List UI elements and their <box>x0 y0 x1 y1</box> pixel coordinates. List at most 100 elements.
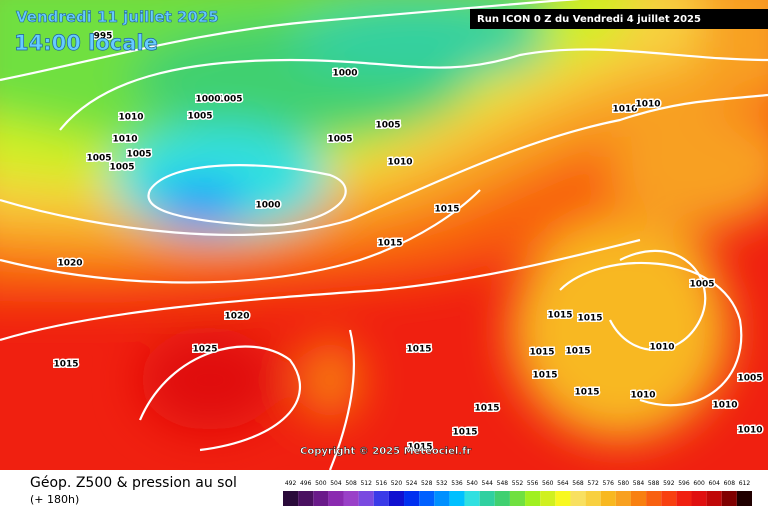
scale-label: 532 <box>436 480 448 487</box>
scale-swatch <box>434 491 450 506</box>
isobar-label: 1005 <box>187 112 212 122</box>
isobar-label: 1005 <box>86 154 111 164</box>
run: Run ICON 0 Z du Vendredi 4 juillet 2025 <box>477 14 701 25</box>
isobar-label: 1015 <box>434 205 459 215</box>
scale-label: 500 <box>315 480 327 487</box>
scale-label: 516 <box>376 480 388 487</box>
scale-swatch <box>298 491 314 506</box>
isobar-label: 995 <box>94 32 113 42</box>
isobar-label: 1015 <box>452 428 477 438</box>
isobar-label: 1000 <box>255 201 280 211</box>
scale-swatch <box>691 491 707 506</box>
scale-label: 492 <box>285 480 297 487</box>
scale-label: 524 <box>406 480 418 487</box>
scale-label: 536 <box>451 480 463 487</box>
isobar-label: 1005 <box>737 374 762 384</box>
scale-swatch <box>283 491 299 506</box>
scale-swatch <box>736 491 752 506</box>
scale-label: 496 <box>300 480 312 487</box>
isobar-label: 1015 <box>565 347 590 357</box>
scale-swatch <box>540 491 556 506</box>
scale-swatch <box>313 491 329 506</box>
isobar-label: 1015 <box>529 348 554 358</box>
scale-label: 600 <box>693 480 705 487</box>
scale-label: 584 <box>633 480 645 487</box>
isobar-label: 1015 <box>547 311 572 321</box>
scale-swatch <box>661 491 677 506</box>
scale-label: 576 <box>603 480 615 487</box>
copyright: Copyright © 2025 Meteociel.fr <box>300 446 471 457</box>
scale-label: 508 <box>345 480 357 487</box>
isobar-label: 1010 <box>387 158 412 168</box>
lead-time: (+ 180h) <box>30 493 79 506</box>
isobar-label: 1015 <box>407 443 432 453</box>
isobar-label: 1010 <box>712 401 737 411</box>
scale-label: 560 <box>542 480 554 487</box>
scale-label: 572 <box>587 480 599 487</box>
isobar-label: 1015 <box>406 345 431 355</box>
scale-label: 608 <box>724 480 736 487</box>
scale-label: 604 <box>708 480 720 487</box>
scale-swatch <box>388 491 405 506</box>
scale-swatch <box>600 491 616 506</box>
scale-swatch <box>404 491 420 506</box>
scale-label: 520 <box>391 480 403 487</box>
scale-label: 504 <box>330 480 342 487</box>
scale-swatch <box>494 491 510 506</box>
scale-swatch <box>525 491 541 506</box>
isobar-label: 1020 <box>224 312 249 322</box>
scale-swatch <box>721 491 737 506</box>
isobar-label: 1010 <box>630 391 655 401</box>
scale-label: 588 <box>648 480 660 487</box>
scale-label: 580 <box>618 480 630 487</box>
isobar-label: 1005 <box>689 280 714 290</box>
run-box <box>470 9 768 29</box>
scale-swatch <box>419 491 435 506</box>
scale-swatch <box>676 491 692 506</box>
isobar-label: 1010 <box>737 426 762 436</box>
isobar-label: 1015 <box>377 239 402 249</box>
scale-label: 540 <box>466 480 478 487</box>
scale-label: 544 <box>482 480 494 487</box>
scale-label: 548 <box>497 480 509 487</box>
scale-swatch <box>509 491 526 506</box>
isobar-label: 1005 <box>109 163 134 173</box>
isobar-label: 1010 <box>649 343 674 353</box>
scale-swatch <box>646 491 662 506</box>
scale-swatch <box>706 491 722 506</box>
isobar-label: 1005 <box>126 150 151 160</box>
scale-label: 512 <box>360 480 372 487</box>
isobar-label: 1010 <box>635 100 660 110</box>
scale-swatch <box>373 491 389 506</box>
scale-swatch <box>449 491 465 506</box>
scale-label: 612 <box>739 480 751 487</box>
isobar-label: 1010 <box>118 113 143 123</box>
scale-swatch <box>570 491 586 506</box>
isobar-label: 1005 <box>375 121 400 131</box>
time: 14:00 locale <box>14 31 158 55</box>
scale-swatch <box>630 491 647 506</box>
scale-label: 528 <box>421 480 433 487</box>
scale-swatch <box>615 491 631 506</box>
isobars <box>0 0 768 470</box>
isobar-label: 1015 <box>577 314 602 324</box>
scale-label: 568 <box>572 480 584 487</box>
scale-label: 592 <box>663 480 675 487</box>
isobar-label: 1010 <box>112 135 137 145</box>
legend-title: Géop. Z500 & pression au sol <box>30 475 237 491</box>
scale-label: 596 <box>678 480 690 487</box>
date: Vendredi 11 juillet 2025 <box>16 8 219 26</box>
color-scale: 492 496 500 504 508 512 516 520 524 528 532 536 540 5… <box>283 480 752 506</box>
scale-swatch <box>328 491 344 506</box>
isobar-label: 1020 <box>57 259 82 269</box>
scale-label: 564 <box>557 480 569 487</box>
scale-label: 556 <box>527 480 539 487</box>
scale-swatch <box>464 491 480 506</box>
isobar-label: 1000 <box>195 95 220 105</box>
isobar-label: 1005 <box>327 135 352 145</box>
isobar-label: 1015 <box>574 388 599 398</box>
scale-label: 552 <box>512 480 524 487</box>
isobar-label: 1015 <box>532 371 557 381</box>
